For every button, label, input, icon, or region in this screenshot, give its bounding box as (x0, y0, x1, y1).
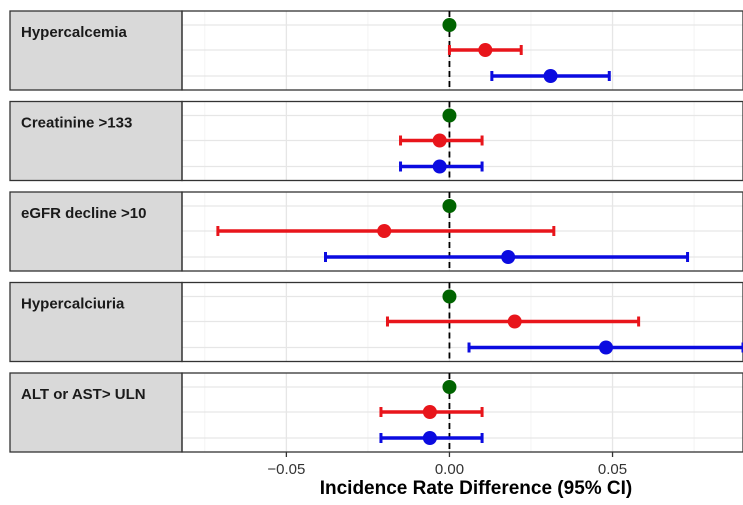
panel-3: Hypercalciuria (9, 281, 743, 363)
panel-label: eGFR decline >10 (21, 205, 146, 222)
point-group_b (422, 431, 437, 445)
panel-label: Hypercalciuria (21, 296, 125, 313)
point-reference (442, 289, 457, 304)
point-group_a (377, 224, 392, 238)
point-group_b (501, 250, 516, 264)
panel-2: eGFR decline >10 (9, 191, 743, 272)
panel-strip (9, 191, 183, 272)
point-reference (442, 199, 457, 213)
point-group_a (432, 133, 447, 148)
panel-strip (9, 281, 183, 363)
panel-label: ALT or AST> ULN (21, 386, 146, 403)
panel-strip (9, 372, 183, 453)
point-group_b (543, 69, 558, 83)
point-group_a (422, 405, 437, 419)
x-tick-label: 0.00 (435, 461, 464, 478)
panel-border (181, 191, 743, 272)
panel-label: Creatinine >133 (21, 115, 132, 132)
x-tick-label: −0.05 (267, 461, 305, 478)
panel-border (181, 10, 743, 91)
panels: Hypercalcemia Creatinine >133 eGFR decline… (9, 10, 743, 453)
point-group_b (432, 159, 447, 174)
point-reference (442, 108, 457, 123)
point-group_a (507, 314, 522, 329)
panel-border (181, 281, 743, 363)
x-axis-title: Incidence Rate Difference (95% CI) (320, 478, 633, 499)
panel-0: Hypercalcemia (9, 10, 743, 91)
panel-strip (9, 10, 183, 91)
panel-strip (9, 100, 183, 182)
panel-4: ALT or AST> ULN (9, 372, 743, 453)
panel-border (181, 100, 743, 182)
point-group_a (478, 43, 493, 57)
point-group_b (599, 340, 614, 355)
panel-label: Hypercalcemia (21, 24, 128, 41)
panel-border (181, 372, 743, 453)
point-reference (442, 18, 457, 32)
x-axis: −0.05 0.00 0.05 (267, 452, 627, 478)
x-tick-label: 0.05 (598, 461, 627, 478)
point-reference (442, 380, 457, 394)
panel-1: Creatinine >133 (9, 100, 743, 182)
